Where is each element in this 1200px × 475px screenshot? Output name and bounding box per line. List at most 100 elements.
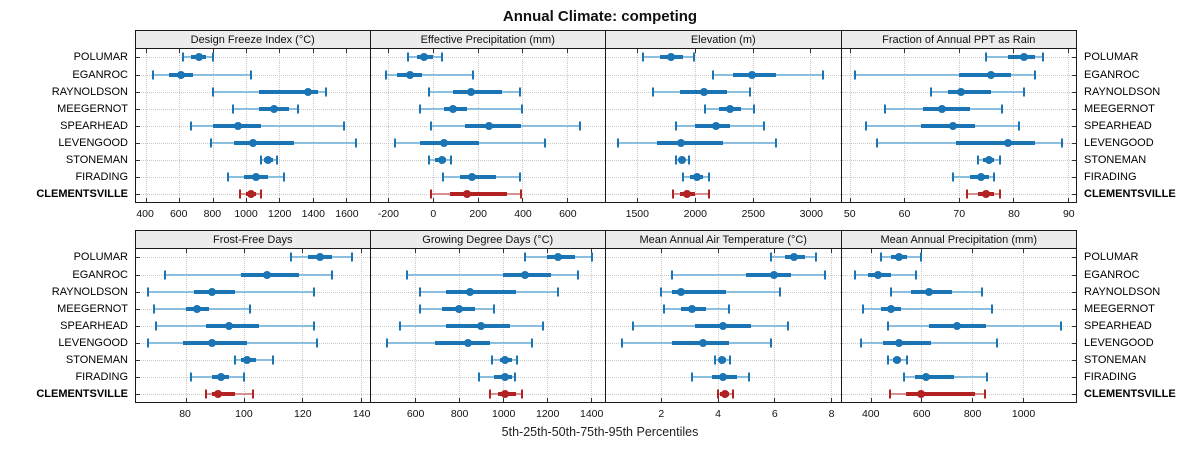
axis-tick (717, 398, 719, 402)
median-dot (693, 172, 702, 181)
whisker-cap (787, 321, 790, 330)
row-label: SPEARHEAD (1084, 319, 1152, 332)
percentile-whisker (863, 307, 993, 310)
gridline-horizontal (136, 308, 370, 310)
axis-tick (503, 249, 505, 253)
gridline-horizontal (136, 57, 370, 59)
whisker-cap (541, 321, 544, 330)
gridline-horizontal (370, 359, 605, 361)
whisker-cap (879, 252, 882, 262)
row-label: FIRADING (75, 370, 128, 383)
axis-tick (179, 198, 181, 202)
panel-title: Effective Precipitation (mm) (370, 31, 605, 49)
x-tick-label: 1600 (335, 208, 359, 220)
axis-tick (146, 49, 147, 53)
whisker-cap (713, 355, 716, 364)
gridline-horizontal (606, 193, 841, 195)
whisker-cap (888, 389, 891, 398)
gridline-horizontal (606, 159, 841, 161)
whisker-cap (521, 104, 524, 113)
row-tick (136, 142, 140, 144)
axis-tick (360, 249, 362, 253)
row-labels: POLUMAR EGANROC RAYNOLDSON MEEGERNOT SPEARHE… (0, 49, 135, 202)
axis-tick (637, 49, 639, 53)
row-label: SPEARHEAD (60, 319, 128, 332)
axis-tick (346, 49, 348, 53)
row-label: LEVENGOOD (1084, 336, 1154, 349)
median-dot (501, 372, 510, 381)
median-dot (700, 87, 709, 96)
x-tick-label: 600 (559, 208, 577, 220)
panel-group: Design Freeze Index (°C) 400 600 800 1000 120… (135, 30, 1077, 223)
median-dot (683, 189, 692, 198)
axis-tick (774, 398, 776, 402)
row-tick (136, 257, 140, 259)
whisker-cap (641, 52, 644, 62)
whisker-cap (152, 304, 155, 313)
median-dot (725, 104, 734, 113)
x-axis: 2 4 6 8 (606, 403, 842, 423)
plot-area (136, 249, 370, 402)
percentile-whisker (152, 73, 252, 76)
axis-tick (312, 198, 314, 202)
axis-tick (958, 49, 960, 53)
row-label: MEEGERNOT (57, 102, 128, 115)
row-label: EGANROC (72, 68, 128, 81)
whisker-cap (429, 121, 432, 130)
iqr-bar (446, 289, 517, 294)
whisker-cap (747, 372, 750, 381)
axis-tick (921, 398, 923, 402)
axis-tick (477, 198, 479, 202)
median-dot (242, 355, 251, 364)
whisker-cap (996, 338, 999, 347)
axis-tick (830, 249, 832, 253)
median-dot (957, 87, 966, 96)
median-dot (195, 53, 204, 62)
whisker-cap (708, 172, 711, 181)
whisker-cap (407, 52, 410, 62)
gridline-horizontal (841, 159, 1076, 161)
whisker-cap (854, 270, 857, 279)
panel-title: Elevation (m) (606, 31, 841, 49)
whisker-cap (442, 172, 445, 181)
axis-tick (567, 198, 569, 202)
axis-tick (522, 198, 524, 202)
row-tick (1072, 308, 1076, 310)
iqr-bar (465, 123, 522, 128)
x-tick-label: 400 (514, 208, 532, 220)
whisker-cap (325, 87, 328, 96)
whisker-cap (427, 87, 430, 96)
median-dot (270, 104, 279, 113)
whisker-cap (1034, 70, 1037, 79)
axis-tick (849, 198, 851, 202)
axis-tick (810, 49, 812, 53)
whisker-cap (530, 338, 533, 347)
whisker-cap (884, 104, 887, 113)
whisker-cap (590, 252, 593, 262)
whisker-cap (983, 389, 986, 398)
whisker-cap (543, 138, 546, 147)
whisker-cap (418, 104, 421, 113)
whisker-cap (865, 121, 868, 130)
axis-tick (212, 198, 214, 202)
axis-tick (637, 198, 639, 202)
whisker-cap (514, 372, 517, 381)
row-label: EGANROC (72, 268, 128, 281)
iqr-bar (449, 191, 507, 196)
median-dot (894, 338, 903, 347)
whisker-cap (716, 389, 719, 398)
plot-area (841, 249, 1076, 402)
median-dot (938, 104, 947, 113)
whisker-cap (385, 338, 388, 347)
axis-tick (1067, 198, 1069, 202)
whisker-cap (427, 155, 430, 164)
percentile-whisker (191, 124, 345, 127)
panel: Growing Degree Days (°C) 600 800 1000 1200 14… (369, 230, 606, 423)
percentile-whisker (419, 107, 523, 110)
median-dot (263, 155, 272, 164)
axis-tick (972, 398, 974, 402)
median-dot (303, 87, 312, 96)
axis-tick (243, 398, 245, 402)
axis-tick (870, 398, 872, 402)
